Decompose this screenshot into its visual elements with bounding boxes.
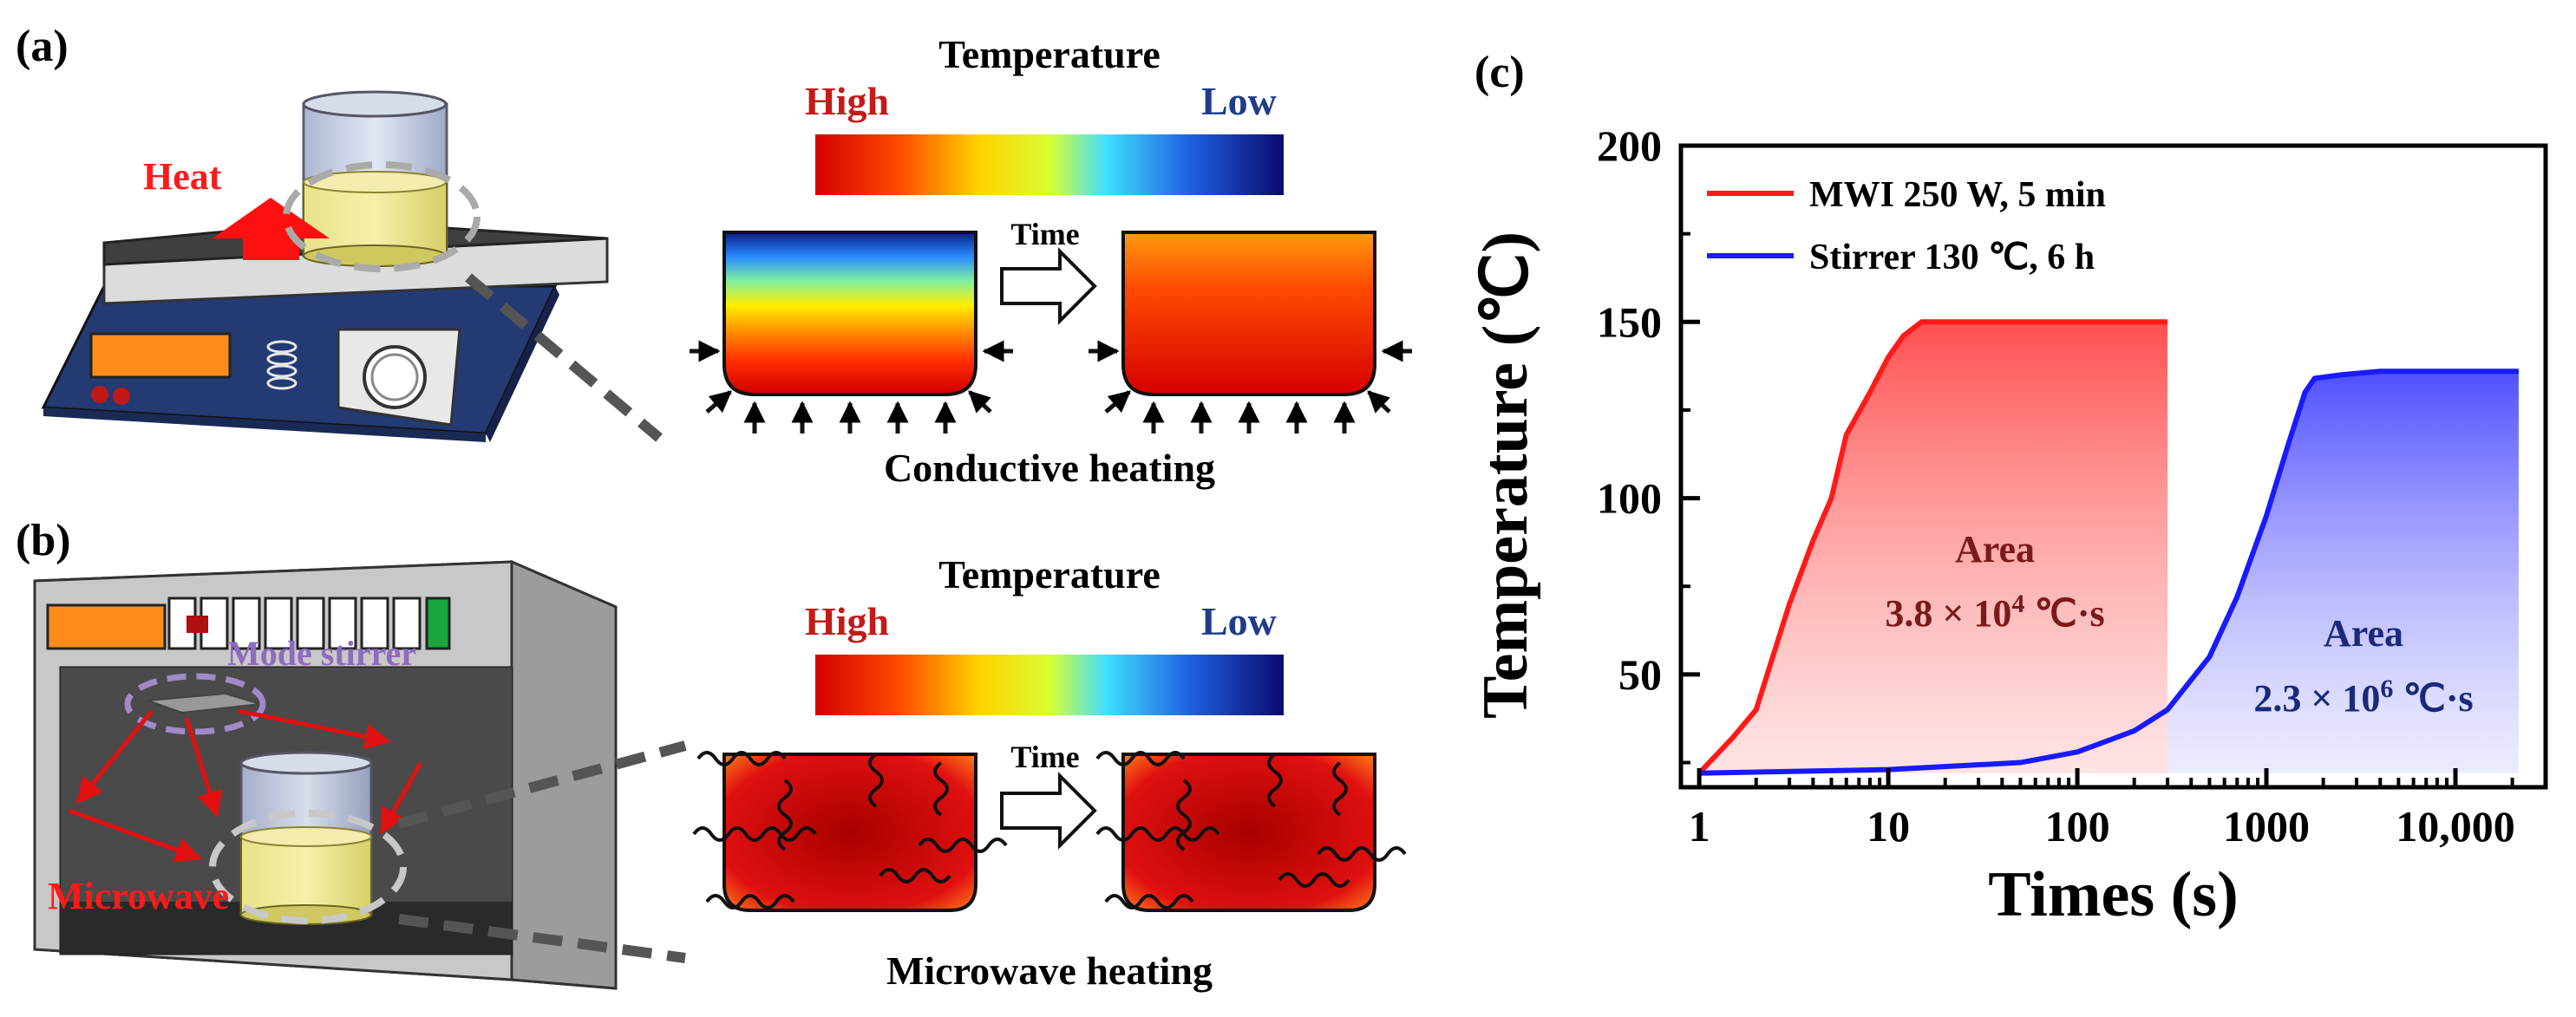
microwave-container-after [1121,753,1376,912]
mode-stirrer-ellipse [124,673,266,735]
x-tick-label: 10,000 [2396,802,2515,851]
y-tick-label: 50 [1618,650,1662,699]
oven-beaker-icon [239,751,373,925]
y-tick-label: 150 [1597,297,1662,346]
time-label-a: Time [1010,217,1079,251]
panel-a: (a) [16,22,1412,490]
colorbar-b [815,655,1284,715]
area-annotation-value-0: 3.8 × 104 ℃·s [1885,590,2104,636]
microwave-ray-arrows [69,708,423,863]
y-tick-label: 100 [1597,474,1662,523]
panel-c-label: (c) [1474,48,1525,97]
colorbar-a-high: High [805,79,889,123]
oven-zoom-line-bottom [398,914,686,963]
heat-label: Heat [143,155,222,198]
microwave-label: Microwave [48,875,229,917]
series-line-0 [1697,319,2168,775]
colorbar-b-low: Low [1201,599,1277,643]
heat-flux-arrows [690,340,1412,434]
mode-stirrer-label: Mode stirrer [227,634,416,673]
heat-arrow-icon [212,198,330,260]
series-area-1 [2167,371,2519,773]
time-arrow-a-icon [1000,247,1097,325]
legend-label-0: MWI 250 W, 5 min [1809,175,2106,215]
series-line-1 [1699,368,2519,776]
microwave-wave-icons [692,751,1407,909]
conductive-container-before [722,231,977,396]
colorbar-b-high: High [805,599,889,643]
colorbar-a-title: Temperature [938,32,1161,76]
area-annotation-value-1: 2.3 × 106 ℃·s [2253,675,2473,720]
series-area-0 [1699,322,2168,773]
time-label-b: Time [1010,740,1079,774]
x-tick-label: 10 [1867,802,1910,851]
area-annotation-title-0: Area [1955,528,2035,570]
x-tick-label: 1 [1689,802,1710,851]
conductive-container-after [1121,231,1376,396]
legend-label-1: Stirrer 130 ℃, 6 h [1809,238,2095,277]
oven-zoom-ellipse [209,810,407,924]
colorbar-a [815,134,1284,195]
oven-zoom-line-top [397,740,687,829]
x-axis-label: Times (s) [1988,859,2238,930]
time-arrow-b-icon [1000,772,1097,850]
conductive-caption: Conductive heating [884,446,1215,490]
area-annotation-title-1: Area [2324,612,2403,655]
temperature-chart: 1 10 100 1000 10,000 50 100 150 200 Times (s) Temp… [1470,121,2548,930]
beaker-icon [302,90,448,267]
colorbar-b-title: Temperature [938,552,1161,597]
panel-c: (c) 1 10 100 1000 10,000 50 100 150 200 Times (s)… [1470,48,2548,930]
panel-b: (b) Mode stirrer [16,516,1407,993]
y-tick-label: 200 [1597,121,1662,170]
y-axis-label: Temperature (℃) [1470,231,1541,719]
zoom-ellipse [283,161,481,272]
microwave-container-before [722,753,977,912]
colorbar-a-low: Low [1201,79,1277,123]
x-tick-label: 100 [2045,802,2110,851]
zoom-line-bottom [465,273,663,442]
microwave-caption: Microwave heating [886,949,1213,993]
plot-frame [1678,143,2548,790]
panel-b-label: (b) [16,516,71,565]
x-tick-label: 1000 [2223,802,2310,851]
panel-a-label: (a) [16,22,69,71]
